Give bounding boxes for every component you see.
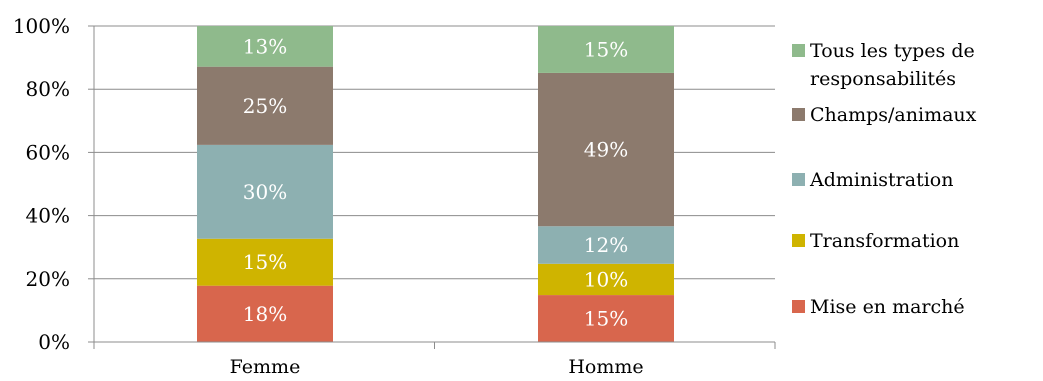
data-label: 49% bbox=[584, 138, 628, 162]
legend-label: Tous les types de responsabilités bbox=[810, 40, 975, 90]
data-label: 18% bbox=[243, 302, 287, 326]
y-tick-label: 40% bbox=[26, 204, 70, 228]
data-label: 15% bbox=[584, 307, 628, 331]
data-label: 15% bbox=[243, 250, 287, 274]
bar-segment bbox=[538, 226, 674, 264]
legend-swatch bbox=[792, 173, 805, 186]
axes: 0% 20% 40% 60% 80% 100% Femme Homme bbox=[13, 14, 776, 378]
legend-label: Mise en marché bbox=[810, 296, 965, 318]
y-tick-label: 80% bbox=[26, 77, 70, 101]
y-tick-label: 0% bbox=[38, 330, 70, 354]
y-tick-label: 60% bbox=[26, 140, 70, 164]
data-label: 13% bbox=[243, 34, 287, 58]
bars: 18% 15% 30% 25% 13% 15% 10% 12% 49% 15% bbox=[197, 26, 674, 342]
y-tick-label: 20% bbox=[26, 267, 70, 291]
legend-swatch bbox=[792, 300, 805, 313]
data-label: 25% bbox=[243, 94, 287, 118]
bar-segment bbox=[197, 285, 333, 342]
data-label: 12% bbox=[584, 233, 628, 257]
data-label: 15% bbox=[584, 37, 628, 61]
legend-label: Transformation bbox=[810, 230, 959, 252]
x-category-label: Homme bbox=[568, 356, 643, 378]
legend-swatch bbox=[792, 44, 805, 57]
bar-segment bbox=[197, 144, 333, 239]
bar-segment bbox=[538, 263, 674, 296]
bar-segment bbox=[197, 238, 333, 286]
data-label: 30% bbox=[243, 180, 287, 204]
bar-segment bbox=[538, 72, 674, 227]
data-label: 10% bbox=[584, 267, 628, 291]
legend-label: Administration bbox=[809, 169, 953, 191]
legend-swatch bbox=[792, 234, 805, 247]
bar-segment bbox=[197, 26, 333, 67]
bar-segment bbox=[538, 295, 674, 342]
y-tick-label: 100% bbox=[13, 14, 70, 38]
x-category-label: Femme bbox=[230, 356, 301, 378]
bar-segment bbox=[538, 26, 674, 73]
legend: Mise en marché Transformation Administrati… bbox=[792, 40, 977, 318]
legend-swatch bbox=[792, 108, 805, 121]
legend-label: Champs/animaux bbox=[810, 104, 977, 126]
bar-segment bbox=[197, 66, 333, 145]
